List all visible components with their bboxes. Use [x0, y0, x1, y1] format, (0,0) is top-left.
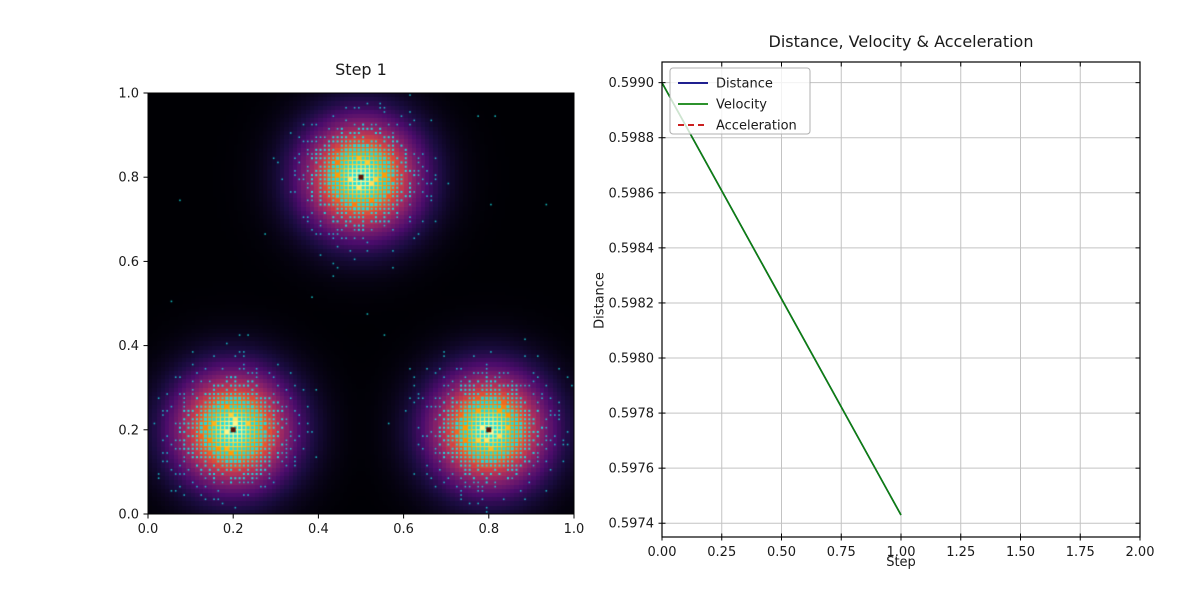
right-x-tick-label: 1.50: [1006, 545, 1035, 560]
right-x-tick-label: 1.00: [887, 545, 916, 560]
right-x-tick-label: 1.75: [1066, 545, 1095, 560]
right-x-tick-label: 2.00: [1126, 545, 1155, 560]
right-y-tick-label: 0.5990: [609, 76, 655, 91]
left-x-tick-label: 1.0: [564, 522, 585, 537]
left-x-tick-label: 0.2: [223, 522, 244, 537]
y-axis-label: Distance: [592, 272, 608, 329]
left-x-tick-label: 0.8: [478, 522, 499, 537]
right-y-tick-label: 0.5988: [609, 131, 655, 146]
left-y-tick-label: 1.0: [118, 87, 139, 102]
right-y-tick-label: 0.5978: [609, 407, 655, 422]
density-heatmap-canvas: [148, 93, 574, 514]
legend-label-distance: Distance: [716, 77, 773, 92]
left-plot-title: Step 1: [335, 60, 387, 79]
legend-label-acceleration: Acceleration: [716, 119, 797, 134]
left-y-tick-label: 0.2: [118, 423, 139, 438]
right-x-tick-label: 1.25: [946, 545, 975, 560]
left-x-tick-label: 0.4: [308, 522, 329, 537]
left-y-tick-label: 0.0: [118, 508, 139, 523]
right-y-tick-label: 0.5986: [609, 186, 655, 201]
left-y-tick-label: 0.8: [118, 171, 139, 186]
x-axis-label: Step: [886, 555, 916, 570]
right-x-tick-label: 0.25: [707, 545, 736, 560]
left-y-tick-label: 0.4: [118, 339, 139, 354]
left-plot-spines: [147, 92, 575, 515]
right-y-tick-label: 0.5980: [609, 352, 655, 367]
right-y-tick-label: 0.5974: [609, 517, 655, 532]
right-x-tick-label: 0.00: [648, 545, 677, 560]
right-y-tick-label: 0.5984: [609, 241, 655, 256]
series-line-velocity: [661, 82, 902, 516]
right-y-tick-label: 0.5976: [609, 462, 655, 477]
left-y-tick-label: 0.6: [118, 255, 139, 270]
right-x-tick-label: 0.75: [827, 545, 856, 560]
right-y-tick-label: 0.5982: [609, 296, 655, 311]
left-x-tick-label: 0.6: [393, 522, 414, 537]
right-plot-title: Distance, Velocity & Acceleration: [768, 32, 1034, 51]
legend-box: [669, 67, 811, 135]
left-x-tick-label: 0.0: [138, 522, 159, 537]
right-x-tick-label: 0.50: [767, 545, 796, 560]
legend-label-velocity: Velocity: [716, 98, 767, 113]
